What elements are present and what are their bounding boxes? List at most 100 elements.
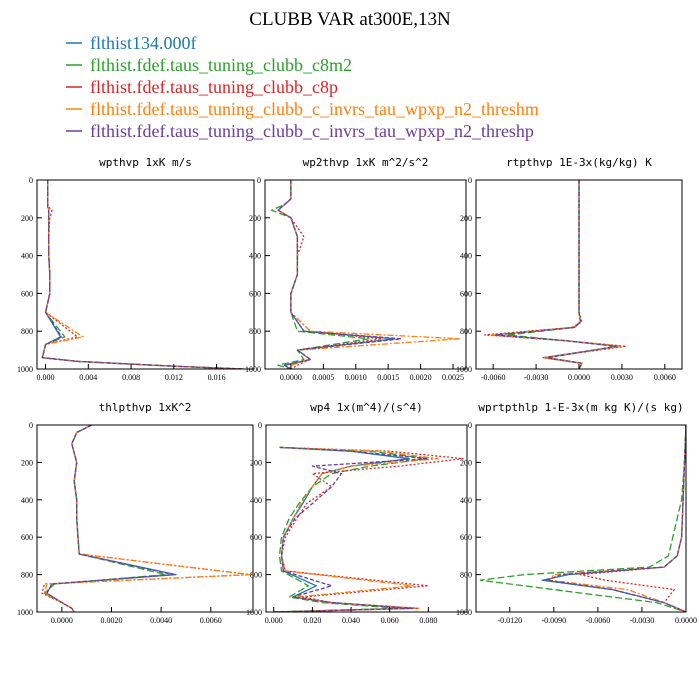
ytick-label-3-0: 0 [29,421,33,430]
xtick-label-3-3: 0.0060 [200,616,222,625]
panel-frame-5 [475,424,687,613]
xtick-label-5-2: -0.0060 [586,616,611,625]
series-line-0-4 [41,180,244,369]
xtick-label-5-3: -0.0030 [630,616,655,625]
series-line-1-2 [277,180,383,369]
ytick-label-5-4: 800 [460,571,472,580]
panel-title-0: wpthvp 1xK m/s [99,156,192,169]
ytick-label-3-2: 400 [21,496,33,505]
series-line-0-0 [41,180,244,369]
xtick-label-2-1: -0.0030 [524,373,549,382]
series-line-3-4 [46,425,175,612]
series-line-3-3 [43,425,252,612]
series-line-3-2 [41,425,252,612]
xtick-label-1-4: 0.0020 [410,373,432,382]
ytick-label-4-1: 200 [250,458,262,467]
panel-title-5: wprtpthlp 1-E-3x(m kg K)/(s kg) [478,401,683,414]
panel-1: wp2thvp 1xK m^2/s^2 0 200 400 600 800 1000 0.00… [245,156,467,382]
legend-label-4: flthist.fdef.taus_tuning_clubb_c_invrs_t… [90,121,534,141]
series-line-1-1 [270,180,370,369]
ytick-label-0-0: 0 [29,176,33,185]
series-line-4-1 [273,446,429,612]
panel-title-2: rtpthvp 1E-3x(kg/kg) K [506,156,652,169]
series-line-3-1 [43,425,167,612]
xtick-label-0-0: 0.000 [37,373,55,382]
xtick-label-4-0: 0.000 [265,616,283,625]
ytick-label-2-4: 800 [460,327,472,336]
ytick-label-4-5: 1000 [246,608,262,617]
series-line-5-4 [545,425,686,612]
ytick-label-2-1: 200 [460,214,472,223]
ytick-label-2-0: 0 [468,176,472,185]
ytick-label-1-2: 400 [249,252,261,261]
ytick-label-4-3: 600 [250,533,262,542]
xtick-label-1-0: 0.0000 [280,373,302,382]
legend: flthist134.000f flthist.fdef.taus_tuning_… [66,33,539,141]
xtick-label-4-3: 0.060 [381,616,399,625]
series-line-1-0 [277,180,396,369]
xtick-label-3-0: 0.0000 [51,616,73,625]
xtick-label-0-1: 0.004 [79,373,97,382]
ytick-label-5-2: 400 [460,496,472,505]
xtick-label-3-1: 0.0020 [100,616,122,625]
series-line-2-2 [483,180,627,369]
ytick-label-3-3: 600 [21,533,33,542]
series-line-4-2 [273,446,464,612]
series-line-2-4 [495,180,617,369]
series-line-5-2 [579,425,686,612]
panel-2: rtpthvp 1E-3x(kg/kg) K02004006008001000-… [456,156,683,382]
ytick-label-1-5: 1000 [245,365,261,374]
ytick-label-2-5: 1000 [456,365,472,374]
xtick-label-0-2: 0.008 [122,373,140,382]
series-line-4-4 [273,446,429,612]
series-line-0-3 [41,180,244,369]
ytick-label-0-5: 1000 [17,365,33,374]
xtick-label-4-2: 0.040 [342,616,360,625]
xtick-label-4-1: 0.020 [303,616,321,625]
series-line-4-3 [273,446,439,612]
series-line-4-0 [273,446,410,612]
figure-title: CLUBB VAR at300E,13N [249,9,451,30]
panel-frame-3 [36,424,254,613]
ytick-label-1-3: 600 [249,289,261,298]
ytick-label-0-4: 800 [21,327,33,336]
legend-label-2: flthist.fdef.taus_tuning_clubb_c8p [90,77,338,97]
series-line-0-2 [41,180,244,369]
ytick-label-5-3: 600 [460,533,472,542]
ytick-label-3-1: 200 [21,458,33,467]
xtick-label-1-5: 0.0025 [442,373,464,382]
ytick-label-4-4: 800 [250,571,262,580]
series-line-1-3 [277,180,461,369]
panel-title-3: thlpthvp 1xK^2 [99,401,192,414]
xtick-label-4-4: 0.080 [419,616,437,625]
ytick-label-2-2: 400 [460,252,472,261]
panel-0: wpthvp 1xK m/s 0 200 400 600 800 1000 0.000 0.00… [17,156,255,382]
panel-5: wprtpthlp 1-E-3x(m kg K)/(s kg) 0 200 400 60… [456,401,697,625]
xtick-label-5-1: -0.0090 [541,616,566,625]
xtick-label-1-2: 0.0010 [345,373,367,382]
ytick-label-0-2: 400 [21,252,33,261]
ytick-label-3-5: 1000 [17,608,33,617]
panel-3: thlpthvp 1xK^2 0 200 400 600 800 1000 0.0000 0.0… [17,401,254,625]
xtick-label-1-3: 0.0015 [377,373,399,382]
legend-label-3: flthist.fdef.taus_tuning_clubb_c_invrs_t… [90,99,539,119]
panel-frame-0 [36,179,255,370]
xtick-label-1-1: 0.0005 [312,373,334,382]
series-line-0-1 [41,180,244,369]
ytick-label-1-4: 800 [249,327,261,336]
ytick-label-1-0: 0 [257,176,261,185]
ytick-label-4-0: 0 [258,421,262,430]
xtick-label-0-4: 0.016 [208,373,226,382]
ytick-label-3-4: 800 [21,571,33,580]
legend-label-0: flthist134.000f [90,33,197,53]
ytick-label-4-2: 400 [250,496,262,505]
panel-title-1: wp2thvp 1xK m^2/s^2 [303,156,429,169]
xtick-label-3-2: 0.0040 [150,616,172,625]
panel-title-4: wp4 1x(m^4)/(s^4) [310,401,423,414]
series-line-1-4 [277,180,402,369]
xtick-label-5-4: 0.0000 [675,616,697,625]
ytick-label-0-1: 200 [21,214,33,223]
